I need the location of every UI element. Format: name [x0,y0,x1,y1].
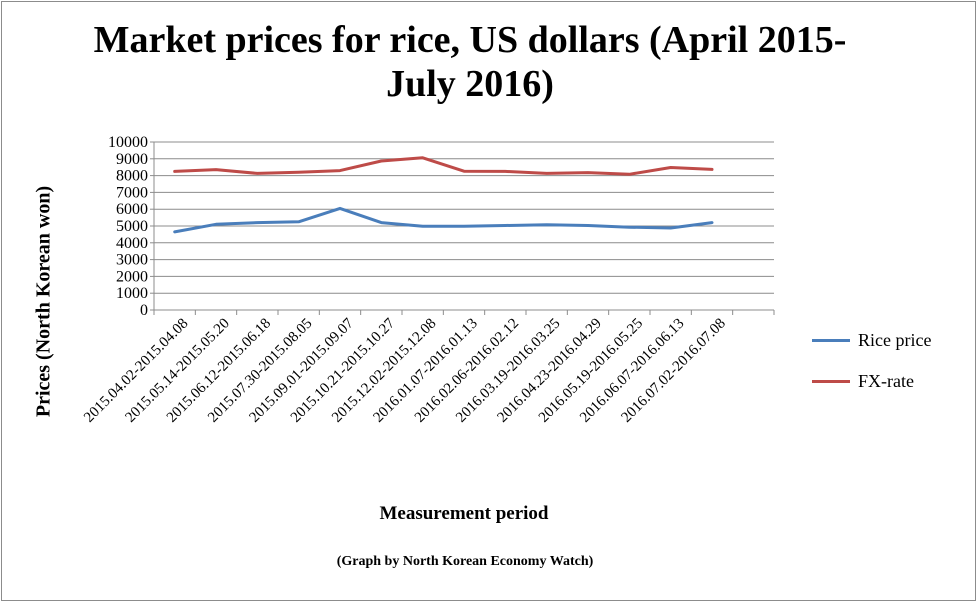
y-tick-label: 1000 [116,285,148,302]
series-line-rice-price [173,206,714,234]
y-tick-label: 4000 [116,235,148,252]
y-tick-label: 7000 [116,184,148,201]
y-tick-label: 0 [140,302,148,319]
y-tick-label: 8000 [116,168,148,185]
y-tick-label: 2000 [116,268,148,285]
y-tick-label: 6000 [116,201,148,218]
chart-title: Market prices for rice, US dollars (Apri… [93,19,847,105]
series-line-fx-rate [173,156,714,176]
y-tick-label: 9000 [116,151,148,168]
legend-swatch-rice-price [812,338,850,342]
x-axis-label: Measurement period [379,503,549,524]
y-axis-label: Prices (North Korean won) [32,185,55,418]
legend-item-rice-price: Rice price [812,329,931,351]
y-tick-label: 5000 [116,218,148,235]
legend-swatch-fx-rate [812,379,850,383]
chart-footnote: (Graph by North Korean Economy Watch) [336,554,594,569]
legend-item-fx-rate: FX-rate [812,370,914,392]
y-tick-label: 3000 [116,252,148,269]
legend-label-rice-price: Rice price [858,329,932,350]
legend-label-fx-rate: FX-rate [858,370,914,391]
y-tick-label: 10000 [108,134,148,151]
